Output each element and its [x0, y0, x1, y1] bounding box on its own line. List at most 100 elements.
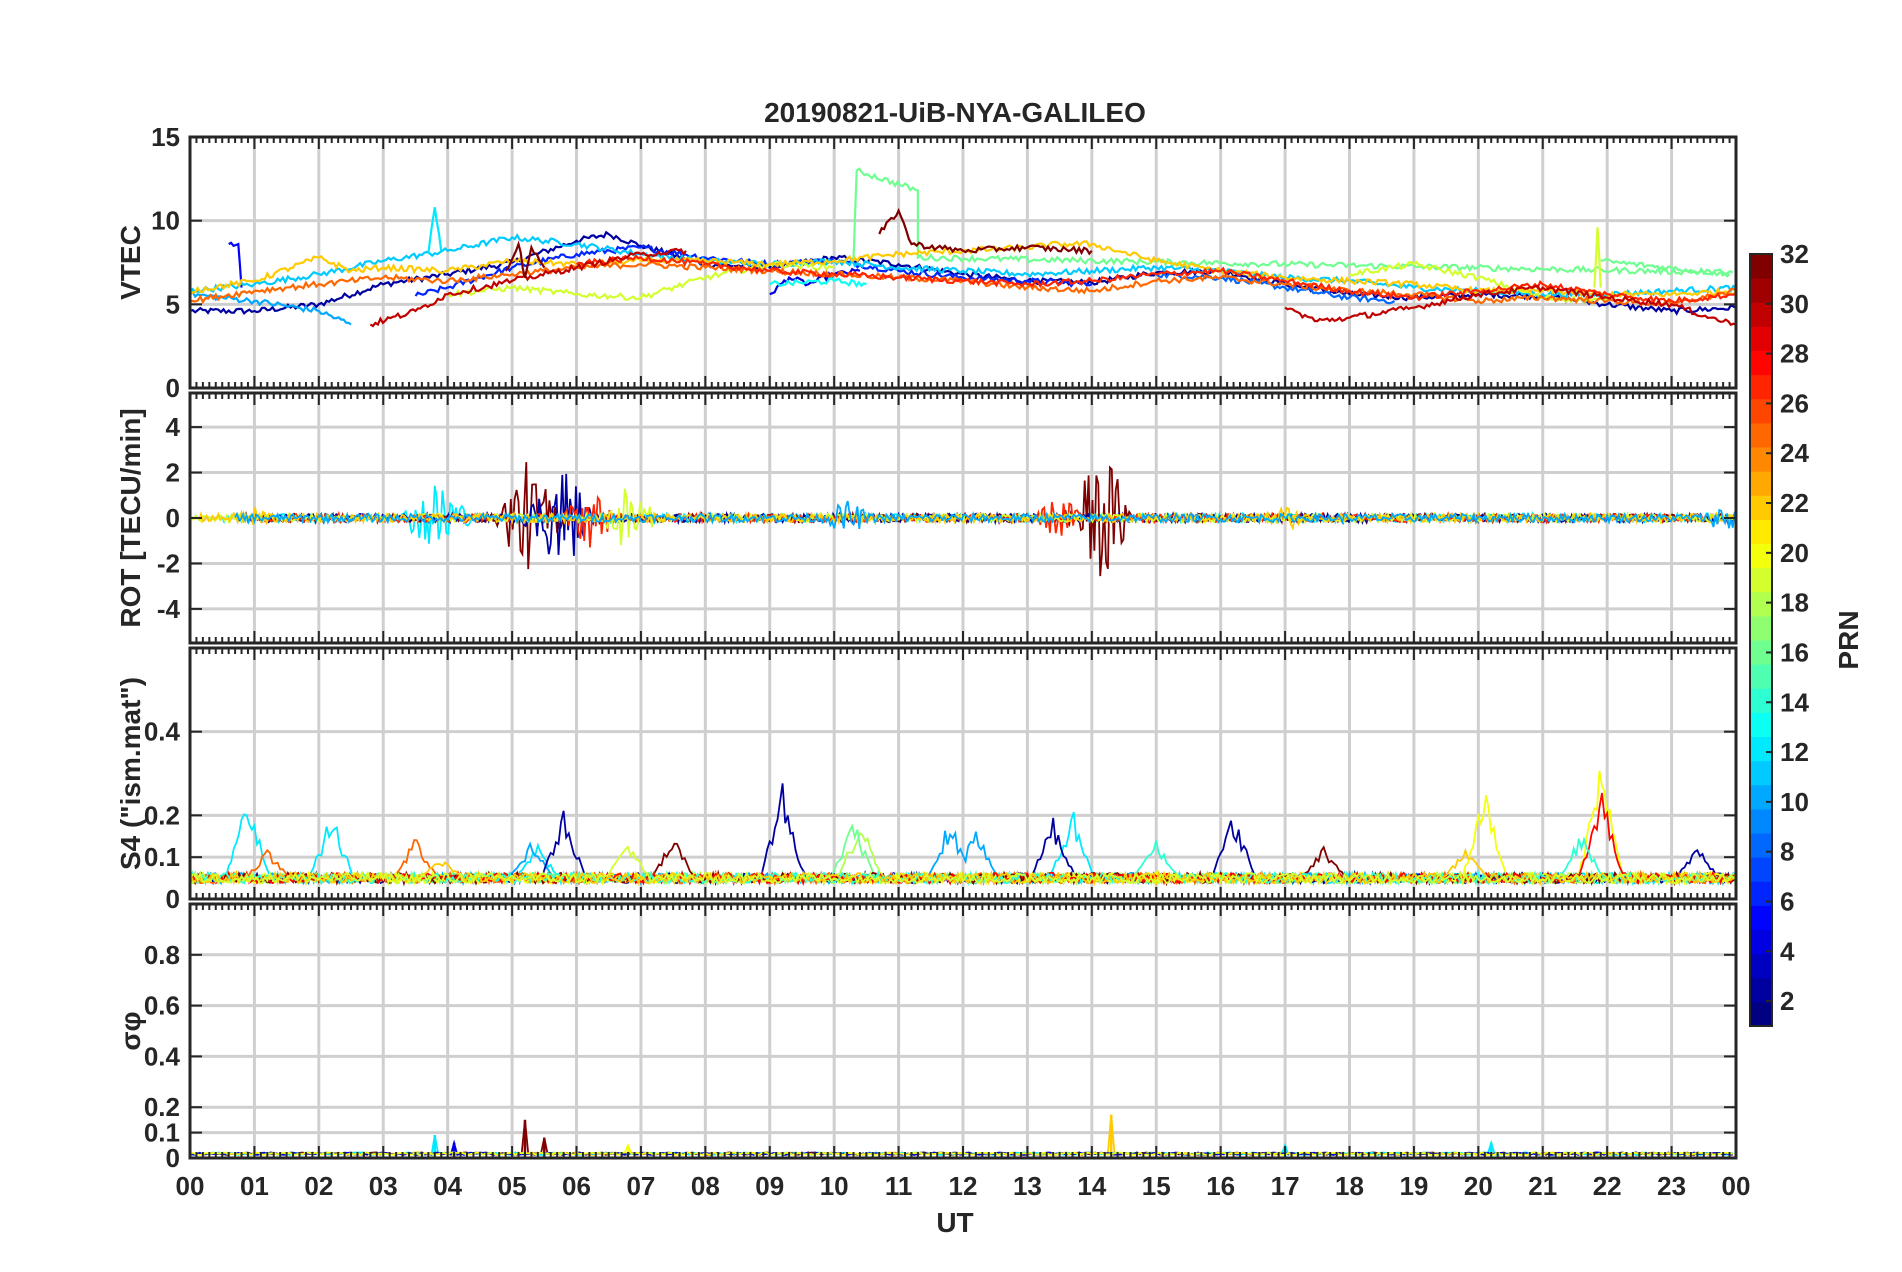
- series-line-prn-27: [575, 254, 1736, 305]
- series-line-prn-5: [228, 241, 243, 288]
- y-tick-label: -2: [157, 548, 180, 578]
- series-line-prn-30: [369, 247, 687, 328]
- y-tick-label: 10: [151, 206, 180, 236]
- x-tick-label: 02: [304, 1171, 333, 1201]
- colorbar-tick-label: 26: [1780, 388, 1809, 418]
- colorbar-band: [1750, 302, 1772, 327]
- colorbar-band: [1750, 471, 1772, 496]
- x-tick-label: 00: [176, 1171, 205, 1201]
- colorbar-band: [1750, 784, 1772, 810]
- panel-sigma_phi: 00.10.2 0.4 0.6 0.8 σφ: [115, 902, 1738, 1173]
- y-axis-label: VTEC: [115, 225, 146, 300]
- x-tick-label: 16: [1206, 1171, 1235, 1201]
- series-line-prn-8: [1155, 270, 1396, 305]
- x-tick-label: 21: [1528, 1171, 1557, 1201]
- x-tick-label: 23: [1657, 1171, 1686, 1201]
- y-axis-label: ROT [TECU/min]: [115, 408, 146, 627]
- y-axis-label: σφ: [115, 1011, 146, 1050]
- x-tick-labels: 00 01 02 03 04 05 06 07 08 09 10 11 12 13 14 15 16 17 18 19…: [176, 1171, 1751, 1201]
- x-axis-label: UT: [936, 1207, 973, 1238]
- panel-s4: 0 0.1 0.2 0.4S4 ("ism.mat"): [115, 646, 1738, 914]
- colorbar-band: [1750, 857, 1772, 882]
- colorbar-tick-label: 4: [1780, 936, 1795, 966]
- colorbar-tick-label: 6: [1780, 886, 1794, 916]
- colorbar-band: [1750, 519, 1772, 544]
- x-tick-label: 15: [1142, 1171, 1171, 1201]
- y-tick-label: 0.1: [144, 842, 180, 872]
- y-tick-label: 0.4: [144, 1041, 181, 1071]
- x-tick-label: 17: [1271, 1171, 1300, 1201]
- colorbar-band: [1750, 977, 1772, 1003]
- colorbar-band: [1750, 422, 1772, 448]
- colorbar-tick-label: 28: [1780, 339, 1809, 369]
- x-tick-label: 20: [1464, 1171, 1493, 1201]
- colorbar-tick-label: 32: [1780, 239, 1809, 269]
- x-tick-label: 03: [369, 1171, 398, 1201]
- colorbar-band: [1750, 447, 1772, 472]
- colorbar-band: [1750, 543, 1772, 569]
- series-line-prn-16: [852, 167, 1734, 277]
- series-line-prn-19: [1593, 227, 1602, 288]
- series-line-prn-32: [504, 240, 546, 278]
- x-tick-label: 12: [949, 1171, 978, 1201]
- colorbar-band: [1750, 881, 1772, 906]
- colorbar-band: [1750, 1001, 1772, 1027]
- colorbar-tick-label: 22: [1780, 488, 1809, 518]
- colorbar-band: [1750, 567, 1772, 593]
- colorbar-tick-label: 2: [1780, 986, 1794, 1016]
- y-tick-label: 4: [166, 412, 181, 442]
- series-line-prn-32: [878, 207, 1093, 256]
- y-tick-label: 0.1: [144, 1118, 180, 1148]
- x-tick-label: 10: [820, 1171, 849, 1201]
- series-group: [190, 167, 1736, 328]
- x-tick-label: 00: [1722, 1171, 1751, 1201]
- x-tick-label: 07: [626, 1171, 655, 1201]
- colorbar-frame: [1749, 253, 1773, 1027]
- y-tick-label: 0.4: [144, 717, 181, 747]
- colorbar-band: [1750, 833, 1772, 858]
- y-tick-label: 0.8: [144, 940, 180, 970]
- colorbar-band: [1750, 760, 1772, 786]
- colorbar-band: [1750, 591, 1772, 617]
- colorbar-band: [1750, 664, 1772, 689]
- colorbar-band: [1750, 929, 1772, 955]
- x-tick-label: 18: [1335, 1171, 1364, 1201]
- y-tick-label: 0: [166, 1143, 180, 1173]
- series-line-prn-16: [1600, 257, 1731, 278]
- y-tick-label: 0.6: [144, 991, 180, 1021]
- series-line-prn-10: [234, 500, 1736, 529]
- colorbar-band: [1750, 374, 1772, 400]
- colorbar-band: [1750, 808, 1772, 834]
- series-group: [191, 462, 1736, 577]
- chart-title: 20190821-UiB-NYA-GALILEO: [764, 97, 1146, 128]
- x-tick-label: 19: [1399, 1171, 1428, 1201]
- series-line-prn-30: [1284, 284, 1736, 327]
- x-tick-label: 11: [885, 1171, 913, 1201]
- x-tick-label: 14: [1077, 1171, 1106, 1201]
- colorbar-band: [1750, 350, 1772, 376]
- colorbar-band: [1750, 640, 1772, 665]
- y-tick-label: 0: [166, 884, 180, 914]
- colorbar-tick-label: 10: [1780, 787, 1809, 817]
- colorbar-band: [1750, 326, 1772, 351]
- x-tick-label: 01: [240, 1171, 269, 1201]
- series-line-prn-22: [190, 847, 1736, 887]
- colorbar-band: [1750, 278, 1772, 303]
- colorbar-band: [1750, 254, 1772, 279]
- y-tick-label: 0.2: [144, 1092, 180, 1122]
- y-tick-label: 0.2: [144, 800, 180, 830]
- colorbar-band: [1750, 905, 1772, 930]
- colorbar-tick-label: 8: [1780, 837, 1794, 867]
- colorbar-band: [1750, 953, 1772, 979]
- x-tick-label: 08: [691, 1171, 720, 1201]
- panel-vtec: 0 5 10 15 VTEC: [115, 122, 1738, 403]
- series-line-prn-13: [769, 277, 867, 288]
- colorbar-tick-label: 12: [1780, 737, 1809, 767]
- colorbar-tick-label: 20: [1780, 538, 1809, 568]
- y-tick-label: 15: [151, 122, 180, 152]
- x-tick-label: 06: [562, 1171, 591, 1201]
- colorbar-tick-label: 14: [1780, 687, 1809, 717]
- y-axis-label: S4 ("ism.mat"): [115, 677, 146, 870]
